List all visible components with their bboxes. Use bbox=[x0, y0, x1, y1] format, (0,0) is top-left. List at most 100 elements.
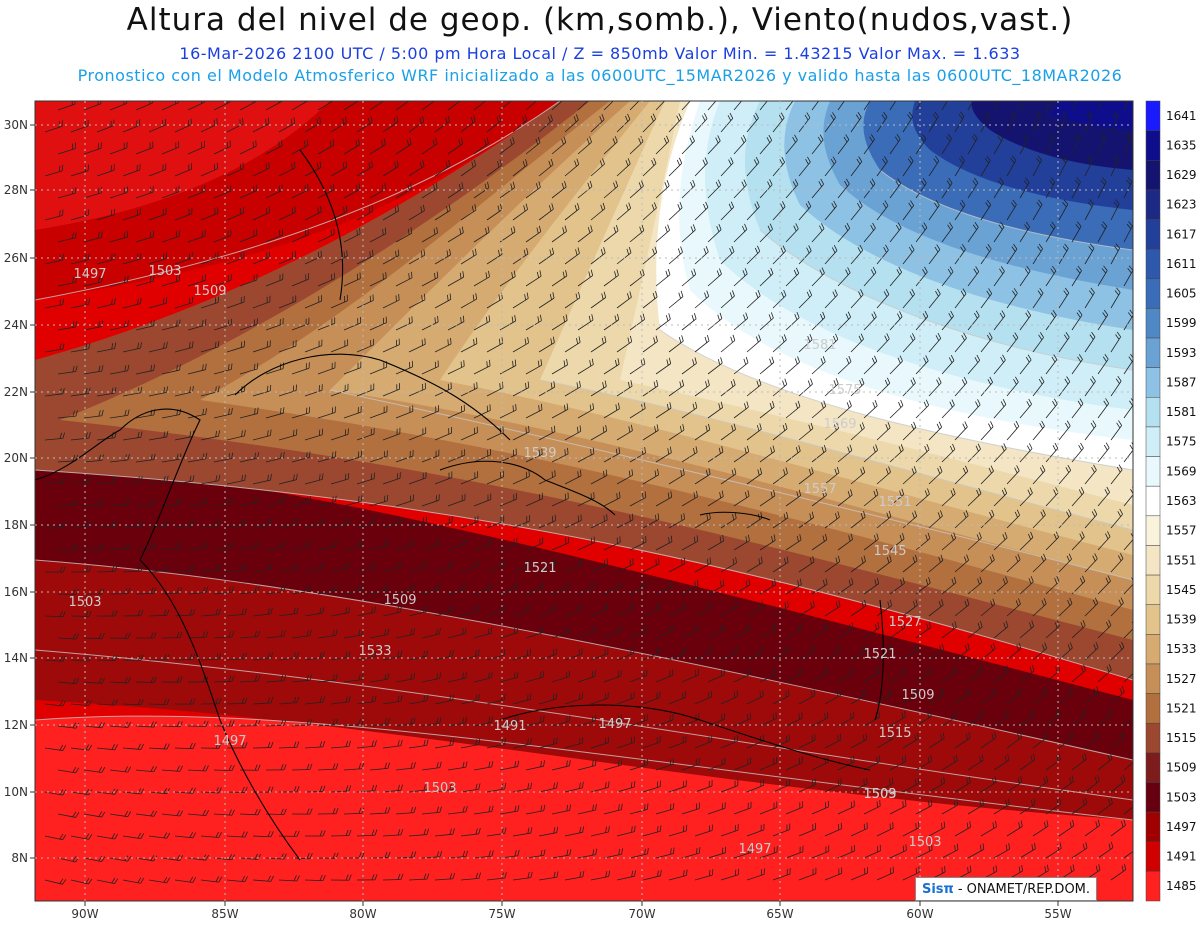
wind-barb-feather bbox=[1052, 445, 1057, 451]
wind-barb-feather bbox=[742, 135, 747, 141]
colorbar-label: 1635 bbox=[1166, 138, 1197, 152]
wind-barb-feather bbox=[387, 539, 389, 546]
wind-barb-feather bbox=[550, 382, 553, 389]
wind-barb-feather bbox=[422, 160, 425, 167]
wind-barb-feather bbox=[952, 667, 955, 674]
wind-barb-feather bbox=[719, 492, 722, 499]
wind-barb-feather bbox=[775, 667, 777, 674]
wind-barb-feather bbox=[846, 222, 851, 229]
wind-barb-feather bbox=[257, 585, 260, 592]
wind-barb-feather bbox=[511, 316, 514, 323]
wind-barb-feather bbox=[729, 112, 734, 119]
wind-barb-feather bbox=[914, 510, 918, 517]
wind-barb-feather bbox=[833, 200, 837, 207]
wind-barb-feather bbox=[244, 429, 246, 436]
wind-barb-feather bbox=[1127, 177, 1133, 183]
wind-barb-feather bbox=[569, 804, 572, 811]
wind-barb-feather bbox=[306, 674, 309, 681]
wind-barb-feather bbox=[615, 224, 619, 231]
wind-barb bbox=[733, 101, 743, 111]
wind-barb-feather bbox=[981, 709, 984, 716]
wind-barb bbox=[187, 857, 206, 861]
forecast-time-and-range: 16-Mar-2026 2100 UTC / 5:00 pm Hora Loca… bbox=[179, 44, 1021, 63]
wind-barb bbox=[733, 229, 748, 243]
wind-barb-feather bbox=[205, 408, 207, 415]
wind-barb-feather bbox=[85, 343, 88, 350]
wind-barb-feather bbox=[296, 473, 298, 480]
wind-barb-feather bbox=[847, 446, 850, 453]
wind-barb-feather bbox=[59, 388, 62, 395]
wind-barb-feather bbox=[838, 600, 841, 607]
wind-barb-feather bbox=[137, 699, 141, 705]
wind-barb-feather bbox=[603, 515, 605, 522]
wind-barb-feather bbox=[514, 761, 517, 768]
contour-label: 1497 bbox=[738, 842, 771, 857]
wind-barb-feather bbox=[124, 320, 127, 327]
wind-barb-feather bbox=[345, 518, 347, 525]
wind-barb-feather bbox=[449, 650, 451, 657]
wind-barb-feather bbox=[1015, 600, 1019, 607]
wind-barb-feather bbox=[1094, 732, 1097, 739]
wind-barb bbox=[577, 101, 589, 111]
wind-barb-feather bbox=[1099, 135, 1105, 141]
wind-barb-feather bbox=[98, 543, 102, 550]
wind-barb bbox=[616, 652, 634, 661]
wind-barb-feather bbox=[941, 643, 944, 650]
wind-barb-feather bbox=[296, 786, 300, 792]
wind-barb-feather bbox=[967, 867, 969, 874]
wind-barb-feather bbox=[897, 313, 901, 320]
wind-barb-feather bbox=[1030, 755, 1033, 762]
wind-barb-feather bbox=[665, 270, 669, 277]
wind-barb-feather bbox=[706, 469, 708, 476]
wind-barb bbox=[96, 703, 115, 706]
wind-barb-feather bbox=[902, 577, 905, 584]
wind-barb-feather bbox=[1018, 866, 1021, 873]
wind-barb bbox=[928, 116, 939, 133]
wind-barb-feather bbox=[358, 852, 362, 859]
wind-barb-feather bbox=[1101, 268, 1107, 274]
wind-barb-feather bbox=[475, 650, 477, 657]
wind-barb-feather bbox=[536, 227, 539, 234]
wind-barb-feather bbox=[956, 799, 959, 806]
wind-barb-feather bbox=[823, 400, 827, 407]
wind-barb-feather bbox=[723, 624, 725, 631]
wind-barb-feather bbox=[192, 475, 195, 482]
wind-barb-feather bbox=[1049, 180, 1054, 186]
wind-barb-feather bbox=[62, 432, 65, 439]
wind-barb-feather bbox=[293, 429, 295, 436]
wind-barb-feather bbox=[1112, 113, 1118, 119]
wind-barb-feather bbox=[98, 588, 102, 595]
wind-barb-feather bbox=[163, 698, 167, 705]
wind-barb-feather bbox=[150, 543, 154, 550]
wind-barb-feather bbox=[423, 561, 425, 568]
wind-barb-feather bbox=[736, 645, 738, 653]
wind-barb-feather bbox=[374, 606, 377, 613]
wind-barb-feather bbox=[715, 181, 719, 188]
wind-barb-feather bbox=[166, 564, 170, 571]
wind-barb-feather bbox=[870, 225, 874, 231]
wind-barb-feather bbox=[179, 765, 183, 772]
wind-barb-feather bbox=[1016, 688, 1020, 695]
wind-barb-feather bbox=[72, 677, 76, 684]
wind-barb-feather bbox=[959, 202, 964, 208]
wind-barb-feather bbox=[785, 467, 788, 474]
wind-barb-feather bbox=[883, 111, 888, 118]
wind-barb-feather bbox=[127, 364, 130, 371]
wind-barb bbox=[837, 361, 852, 375]
wind-barb-feather bbox=[504, 738, 506, 745]
wind-barb-feather bbox=[836, 690, 839, 697]
wind-barb-feather bbox=[1038, 199, 1043, 205]
wind-barb-feather bbox=[809, 513, 812, 520]
wind-barb-feather bbox=[993, 687, 996, 694]
wind-barb-feather bbox=[1101, 177, 1107, 183]
wind-barb-feather bbox=[589, 360, 592, 367]
wind-barb-feather bbox=[540, 403, 543, 410]
wind-barb-feather bbox=[768, 91, 771, 96]
wind-barb-feather bbox=[968, 732, 971, 739]
wind-barb-feather bbox=[140, 609, 144, 616]
wind-barb-feather bbox=[322, 562, 325, 569]
wind-barb bbox=[603, 186, 618, 199]
wind-barb-feather bbox=[989, 556, 993, 563]
model-init-info: Pronostico con el Modelo Atmosferico WRF… bbox=[77, 66, 1123, 85]
wind-barb-feather bbox=[1026, 401, 1031, 407]
